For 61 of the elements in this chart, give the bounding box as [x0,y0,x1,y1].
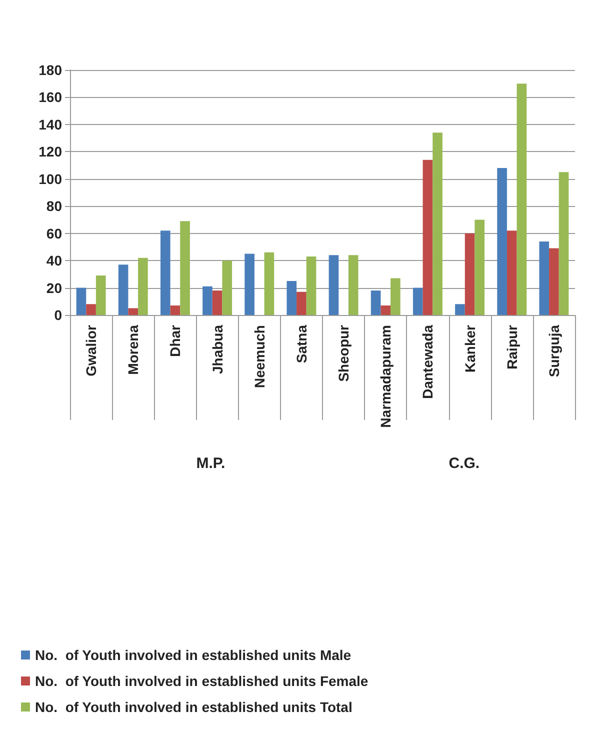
y-tick-label: 0 [54,307,62,323]
bar [455,304,465,315]
x-tick-label: Narmadapuram [378,325,394,428]
bar [390,278,400,315]
y-tick-label: 40 [46,252,62,269]
x-tick-label: Neemuch [251,325,268,388]
legend-label: No. of Youth involved in established units Total [35,699,352,715]
y-tick-label: 120 [38,144,62,160]
bar [516,84,527,315]
x-tick-label: Satna [293,324,310,364]
x-tick-label: Surguja [546,324,562,378]
bar [180,221,190,315]
y-tick-label: 20 [46,280,62,296]
x-tick-label: Jhabua [209,324,226,374]
bar [128,308,138,315]
bar [506,230,517,315]
bar [170,305,180,315]
bar [348,255,358,315]
bar [222,260,232,315]
bar [474,220,485,315]
bar [212,290,222,315]
bar [138,258,148,315]
x-tick-label: Raipur [504,324,520,370]
bar [497,168,507,315]
x-tick-label: Gwalior [83,324,100,376]
bar [464,233,475,315]
text: M.P. [196,455,226,472]
bar [558,172,569,315]
bar [380,305,391,315]
bar [328,255,339,315]
y-tick-label: 100 [38,170,62,187]
bar [432,132,442,315]
bar [264,252,274,315]
bar [412,288,423,315]
x-tick-label: Kanker [462,324,478,372]
y-tick-label: 140 [38,116,62,132]
bar [296,292,306,315]
bar [422,160,433,315]
x-tick-label: Dantewada [420,324,436,399]
legend-label: No. of Youth involved in established units Male [35,647,352,663]
bar [306,256,316,315]
y-tick-label: 60 [46,225,62,242]
y-tick-label: 160 [38,89,62,106]
bar [244,254,254,315]
text: C.G. [448,455,480,472]
bar [86,304,96,315]
bar [370,290,381,315]
x-tick-label: Morena [125,324,142,375]
bar [539,242,550,315]
y-tick-label: 180 [38,62,62,78]
bar [202,286,212,315]
bar [286,280,297,315]
legend-label: No. of Youth involved in established units Female [35,673,368,689]
bar [549,248,559,315]
x-tick-label: Dhar [167,324,184,357]
y-tick-label: 80 [46,198,62,214]
bar [76,288,86,315]
x-tick-label: Sheopur [336,324,352,382]
bar [160,230,170,315]
bar [96,276,106,315]
bar [118,264,128,315]
